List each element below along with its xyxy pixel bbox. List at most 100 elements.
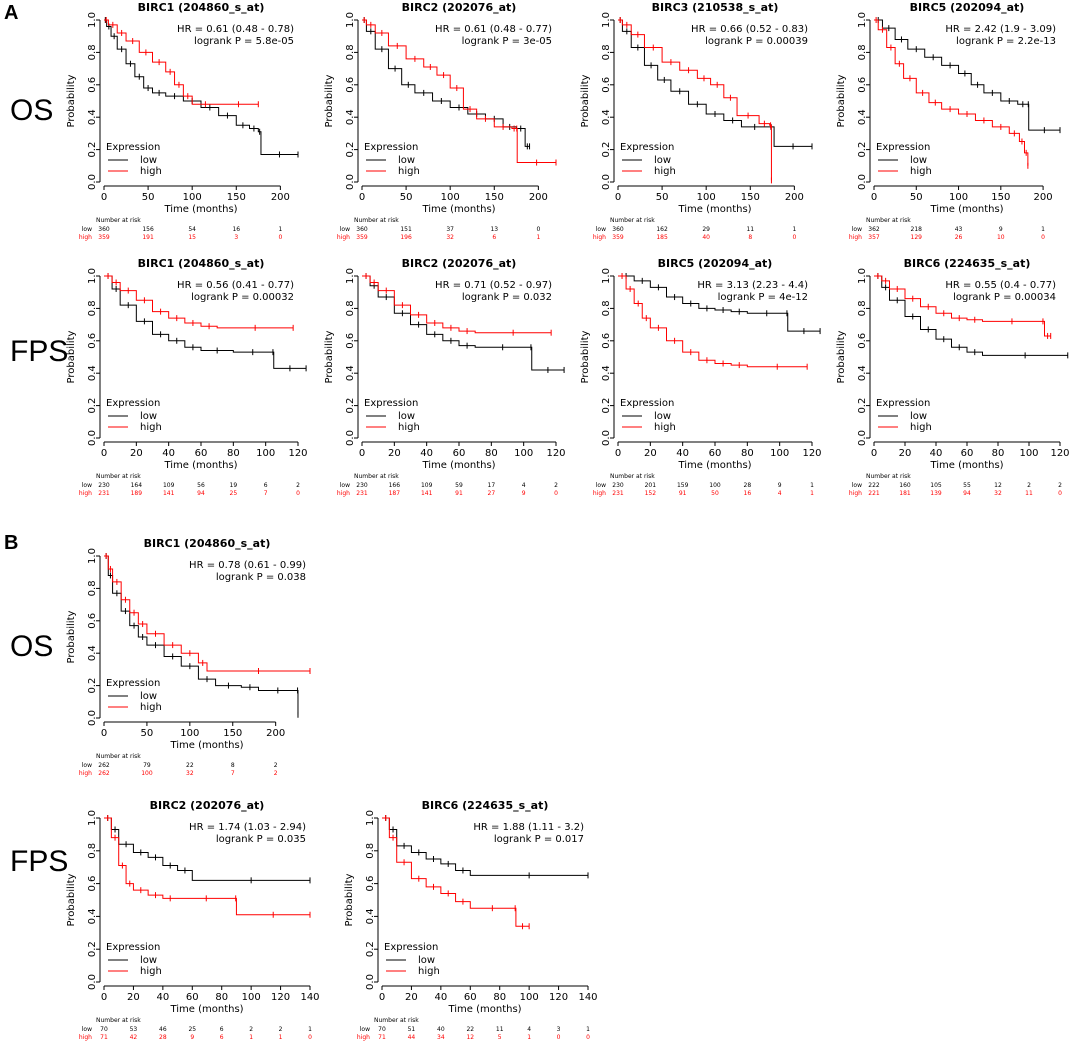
km-chart-a-os-birc2: BIRC2 (202076_at) 0.0 0.2 0.4 0.6 0.8 1.0 Proba…	[324, 1, 557, 241]
risk-value-high: 187	[389, 490, 401, 497]
risk-value-low: 3	[557, 1026, 561, 1033]
y-tick-label: 1.0	[601, 268, 612, 284]
risk-value-high: 0	[1058, 490, 1062, 497]
risk-row-label-low: low	[82, 762, 92, 769]
km-chart-a-os-birc5: BIRC5 (202094_at) 0.0 0.2 0.4 0.6 0.8 1.0 Proba…	[836, 1, 1061, 241]
logrank-annotation: logrank P = 0.038	[216, 572, 306, 583]
x-axis-label: Time (months)	[421, 460, 495, 471]
risk-value-high: 0	[308, 1034, 312, 1041]
risk-value-low: 22	[466, 1026, 474, 1033]
risk-value-high: 189	[131, 490, 143, 497]
legend-label-low: low	[398, 411, 415, 422]
risk-value-low: 13	[490, 226, 498, 233]
risk-row-label-low: low	[360, 1026, 370, 1033]
risk-row-label-high: high	[593, 234, 606, 241]
x-tick-label: 150	[741, 192, 760, 203]
legend-label-low: low	[140, 411, 157, 422]
x-tick-label: 60	[453, 448, 466, 459]
risk-table-title: Number at risk	[866, 473, 911, 480]
risk-value-high: 71	[378, 1034, 386, 1041]
y-tick-label: 0.4	[87, 645, 98, 661]
risk-value-low: 160	[899, 482, 911, 489]
risk-value-low: 53	[130, 1026, 138, 1033]
y-tick-label: 0.8	[345, 300, 356, 316]
y-axis-label: Probability	[344, 873, 355, 926]
y-tick-label: 0.2	[365, 941, 376, 957]
risk-value-low: 201	[645, 482, 657, 489]
x-tick-label: 0	[101, 192, 107, 203]
risk-value-high: 10	[997, 234, 1005, 241]
km-chart-a-fps-birc2: BIRC2 (202076_at) 0.0 0.2 0.4 0.6 0.8 1.0 Proba…	[324, 257, 566, 497]
y-tick-label: 0.8	[87, 44, 98, 60]
risk-value-low: 6	[264, 482, 268, 489]
risk-value-low: 28	[744, 482, 752, 489]
risk-value-high: 32	[446, 234, 454, 241]
y-tick-label: 0.2	[345, 398, 356, 414]
risk-value-high: 1	[810, 490, 814, 497]
x-tick-label: 50	[400, 192, 413, 203]
y-tick-label: 0.8	[87, 843, 98, 859]
x-tick-label: 40	[676, 448, 689, 459]
risk-value-low: 56	[197, 482, 205, 489]
legend-title: Expression	[364, 142, 418, 153]
legend-label-low: low	[140, 691, 157, 702]
risk-value-low: 166	[389, 482, 401, 489]
km-chart-a-fps-birc6: BIRC6 (224635_s_at) 0.0 0.2 0.4 0.6 0.8 1.0 Pro…	[836, 257, 1070, 497]
risk-row-label-low: low	[596, 226, 606, 233]
legend-label-low: low	[140, 155, 157, 166]
x-tick-label: 20	[899, 448, 912, 459]
y-axis-label: Probability	[580, 330, 591, 383]
x-tick-label: 80	[227, 448, 240, 459]
risk-value-high: 359	[612, 234, 624, 241]
risk-value-low: 362	[868, 226, 880, 233]
survival-curve-high	[104, 19, 259, 105]
risk-table-title: Number at risk	[96, 1017, 141, 1024]
legend-label-low: low	[398, 155, 415, 166]
survival-curve-low	[104, 275, 307, 369]
chart-title: BIRC1 (204860_s_at)	[144, 537, 271, 550]
y-tick-label: 0.0	[601, 174, 612, 190]
y-tick-label: 0.4	[345, 365, 356, 381]
risk-value-low: 25	[188, 1026, 196, 1033]
risk-value-high: 94	[197, 490, 205, 497]
risk-value-high: 221	[868, 490, 880, 497]
section-b-label: B	[4, 532, 19, 554]
hr-annotation: HR = 1.74 (1.03 - 2.94)	[189, 822, 306, 833]
risk-value-low: 162	[656, 226, 668, 233]
risk-value-low: 1	[792, 226, 796, 233]
y-tick-label: 0.4	[601, 109, 612, 125]
x-tick-label: 120	[271, 992, 290, 1003]
y-tick-label: 0.4	[857, 109, 868, 125]
risk-value-low: 29	[702, 226, 710, 233]
legend-label-high: high	[140, 966, 162, 977]
x-tick-label: 80	[493, 992, 506, 1003]
risk-value-low: 6	[220, 1026, 224, 1033]
risk-value-high: 0	[278, 234, 282, 241]
hr-annotation: HR = 0.56 (0.41 - 0.77)	[177, 280, 294, 291]
risk-value-high: 231	[98, 490, 110, 497]
risk-value-low: 55	[963, 482, 971, 489]
y-axis-label: Probability	[66, 873, 77, 926]
y-tick-label: 0.0	[87, 710, 98, 726]
y-tick-label: 0.6	[601, 77, 612, 93]
legend-label-high: high	[140, 422, 162, 433]
x-tick-label: 60	[464, 992, 477, 1003]
x-tick-label: 100	[1019, 448, 1038, 459]
chart-title: BIRC3 (210538_s_at)	[652, 1, 779, 14]
x-axis-label: Time (months)	[447, 1004, 521, 1015]
x-tick-label: 100	[514, 448, 533, 459]
risk-row-label-low: low	[596, 482, 606, 489]
risk-value-high: 3	[234, 234, 238, 241]
x-tick-label: 40	[156, 992, 169, 1003]
y-tick-label: 0.0	[87, 974, 98, 990]
risk-row-label-high: high	[849, 234, 862, 241]
risk-row-label-high: high	[337, 490, 350, 497]
y-tick-label: 0.8	[87, 300, 98, 316]
survival-curve-low	[874, 19, 1060, 131]
y-tick-label: 0.6	[87, 613, 98, 629]
x-tick-label: 100	[770, 448, 789, 459]
risk-table-title: Number at risk	[96, 217, 141, 224]
risk-value-high: 0	[557, 1034, 561, 1041]
x-tick-label: 20	[130, 448, 143, 459]
hr-annotation: HR = 0.66 (0.52 - 0.83)	[691, 24, 808, 35]
